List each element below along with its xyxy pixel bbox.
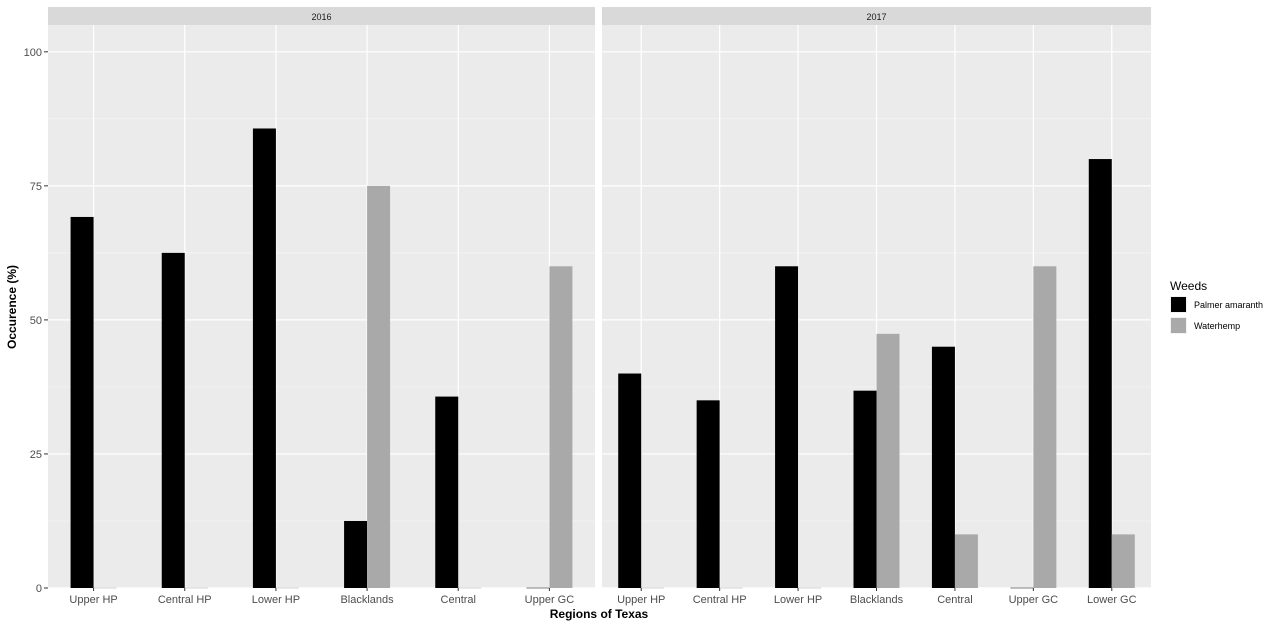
facet-label: 2017	[866, 12, 886, 22]
legend-swatch-palmer-amaranth	[1171, 297, 1186, 312]
x-tick-label: Upper GC	[1009, 594, 1059, 606]
bar-waterhemp	[549, 266, 573, 588]
facet-label: 2016	[311, 12, 331, 22]
bar-palmer-amaranth	[252, 128, 276, 589]
bar-palmer-amaranth	[775, 266, 799, 588]
legend: Weeds Palmer amaranth Waterhemp	[1170, 279, 1263, 334]
legend-swatch-waterhemp	[1171, 318, 1186, 333]
facet-strip	[48, 7, 595, 25]
panel-2017: 2017 Upper HP Central HP Lower HP Blacklands…	[602, 7, 1151, 606]
x-axis-title: Regions of Texas	[550, 607, 649, 621]
y-tick-label: 25	[30, 449, 42, 461]
x-tick-label: Lower HP	[252, 594, 300, 606]
legend-label: Palmer amaranth	[1194, 300, 1263, 310]
bar-palmer-amaranth	[931, 346, 955, 588]
x-tick-label: Lower HP	[774, 594, 822, 606]
legend-title: Weeds	[1170, 279, 1207, 293]
x-tick-label: Central	[441, 594, 476, 606]
legend-label: Waterhemp	[1194, 321, 1240, 331]
x-tick-label: Central HP	[158, 594, 212, 606]
bar-palmer-amaranth	[161, 252, 185, 588]
bar-palmer-amaranth	[344, 520, 368, 588]
y-tick-label: 100	[24, 47, 42, 59]
y-tick-label: 0	[36, 583, 42, 595]
panel-background	[48, 25, 595, 588]
facet-strip	[602, 7, 1151, 25]
bar-waterhemp	[876, 333, 900, 588]
bar-palmer-amaranth	[853, 390, 877, 588]
x-tick-label: Upper GC	[525, 594, 575, 606]
bar-waterhemp	[1111, 534, 1135, 588]
bar-palmer-amaranth	[1088, 159, 1112, 589]
x-tick-label: Central	[937, 594, 972, 606]
x-tick-label: Blacklands	[850, 594, 904, 606]
bar-waterhemp	[954, 534, 978, 588]
y-tick-label: 50	[30, 315, 42, 327]
chart-panels: 2016 Upper HP Central HP Lower HP Blacklands…	[48, 7, 1151, 606]
bar-palmer-amaranth	[618, 373, 642, 588]
bar-waterhemp	[1033, 266, 1057, 588]
bar-palmer-amaranth	[435, 396, 459, 588]
x-tick-label: Blacklands	[340, 594, 394, 606]
x-tick-label: Upper HP	[617, 594, 665, 606]
y-axis: 0 25 50 75 100	[24, 47, 48, 595]
x-tick-label: Upper HP	[69, 594, 117, 606]
y-axis-title: Occurence (%)	[5, 265, 19, 349]
y-tick-label: 75	[30, 181, 42, 193]
x-tick-label: Central HP	[693, 594, 747, 606]
bar-palmer-amaranth	[70, 216, 94, 589]
x-tick-label: Lower GC	[1087, 594, 1137, 606]
panel-2016: 2016 Upper HP Central HP Lower HP Blacklands…	[48, 7, 595, 606]
bar-palmer-amaranth	[696, 400, 720, 588]
bar-waterhemp	[367, 185, 391, 588]
